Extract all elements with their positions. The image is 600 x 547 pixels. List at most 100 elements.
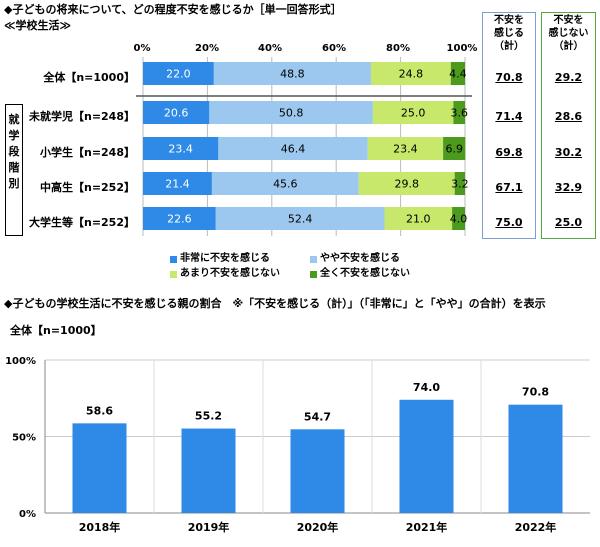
data-label: 55.2 xyxy=(195,410,222,423)
data-label: 23.4 xyxy=(168,143,193,156)
bar-segment xyxy=(143,207,216,230)
x-tick: 40% xyxy=(258,43,282,54)
legend-label: 非常に不安を感じる xyxy=(180,253,270,264)
x-tick: 20% xyxy=(195,43,219,54)
anxious-total-value: 75.0 xyxy=(495,216,523,229)
data-label: 3.6 xyxy=(450,107,468,120)
data-label: 48.8 xyxy=(280,68,305,81)
not-anxious-total-header-3: （計） xyxy=(553,41,584,52)
chart2-subtitle: 全体【n=1000】 xyxy=(10,324,102,337)
bar-segment xyxy=(215,207,385,230)
x-tick: 2019年 xyxy=(188,520,230,534)
legend-label: やや不安を感じる xyxy=(320,253,400,264)
bar-segment xyxy=(453,101,465,124)
data-label: 22.6 xyxy=(167,213,192,226)
bar-segment xyxy=(370,62,451,85)
data-label: 46.4 xyxy=(281,143,306,156)
row-label-elementary: 小学生【n=248】 xyxy=(39,146,135,159)
legend-label: あまり不安を感じない xyxy=(180,268,280,279)
data-label: 4.4 xyxy=(449,68,467,81)
legend-swatch xyxy=(170,271,177,278)
bar xyxy=(508,404,563,513)
y-tick: 100% xyxy=(5,356,36,367)
data-label: 45.6 xyxy=(273,178,298,191)
data-label: 74.0 xyxy=(413,381,440,394)
not-anxious-total-column xyxy=(541,12,596,239)
bar-segment xyxy=(143,137,219,160)
data-label: 21.0 xyxy=(406,213,431,226)
x-tick: 2022年 xyxy=(515,520,557,534)
anxious-total-value: 69.8 xyxy=(495,146,523,159)
data-label: 24.8 xyxy=(399,68,424,81)
bar-segment xyxy=(358,172,455,195)
data-label: 70.8 xyxy=(522,386,549,399)
yearly-bar-chart: 0% 50% 100% 58.6 2018年 55.2 2019年 54.7 2020年 74.… xyxy=(5,356,590,534)
x-tick: 2021年 xyxy=(406,520,448,534)
data-label: 50.8 xyxy=(279,107,304,120)
data-label: 58.6 xyxy=(86,404,113,417)
data-label: 20.6 xyxy=(164,107,189,120)
not-anxious-total-header-2: 感じない xyxy=(548,28,589,39)
bar xyxy=(72,423,127,513)
anxious-total-column xyxy=(482,12,536,239)
bar-segment xyxy=(143,172,212,195)
data-label: 3.2 xyxy=(451,178,469,191)
x-tick: 60% xyxy=(322,43,346,54)
anxious-total-header-3: （計） xyxy=(494,41,524,52)
school-stage-label: 就学段階別 xyxy=(8,113,20,190)
x-tick: 80% xyxy=(386,43,410,54)
bar-segment xyxy=(209,101,373,124)
x-tick: 0% xyxy=(133,43,151,54)
row-label-all: 全体【n=1000】 xyxy=(43,71,135,84)
bar-segment xyxy=(143,62,214,85)
row-label-preschool: 未就学児【n=248】 xyxy=(28,110,135,123)
data-label: 23.4 xyxy=(393,143,418,156)
data-label: 22.0 xyxy=(166,68,191,81)
not-anxious-total-value: 30.2 xyxy=(554,146,583,159)
not-anxious-total-value: 32.9 xyxy=(554,181,583,194)
anxious-total-value: 67.1 xyxy=(495,181,523,194)
bar-segment xyxy=(372,101,454,124)
bar-segment xyxy=(384,207,453,230)
bar-segment xyxy=(213,62,371,85)
bar-segment xyxy=(143,101,210,124)
bar-segment xyxy=(454,172,465,195)
data-label: 6.9 xyxy=(445,143,463,156)
y-tick: 50% xyxy=(12,433,36,444)
not-anxious-total-value: 29.2 xyxy=(554,71,583,84)
chart1-title: ◆子どもの将来について、どの程度不安を感じるか［単一回答形式］ xyxy=(4,3,342,16)
legend-swatch xyxy=(170,256,177,263)
data-label: 25.0 xyxy=(401,107,426,120)
not-anxious-total-value: 28.6 xyxy=(554,110,583,123)
stacked-bar-chart: 22.0 48.8 24.8 4.4 20.6 50.8 25.0 3.6 23.4 46.4 23… xyxy=(136,57,472,236)
x-tick: 2018年 xyxy=(79,520,121,534)
anxious-total-header-1: 不安を xyxy=(494,15,524,26)
bar-segment xyxy=(211,172,359,195)
anxious-total-value: 70.8 xyxy=(495,71,523,84)
bar-segment xyxy=(452,207,465,230)
bar-segment xyxy=(218,137,368,160)
data-label: 54.7 xyxy=(304,410,331,423)
bar-segment xyxy=(450,62,465,85)
x-tick: 100% xyxy=(446,43,478,54)
legend-swatch xyxy=(310,256,317,263)
data-label: 4.0 xyxy=(450,213,468,226)
legend-swatch xyxy=(310,271,317,278)
bar-segment xyxy=(367,137,444,160)
bar xyxy=(399,399,454,513)
bar-segment xyxy=(443,137,466,160)
chart1-subtitle: ≪学校生活≫ xyxy=(4,19,72,32)
data-label: 29.8 xyxy=(394,178,419,191)
y-tick: 0% xyxy=(19,509,36,520)
anxious-total-value: 71.4 xyxy=(495,110,523,123)
not-anxious-total-header-1: 不安を xyxy=(553,15,584,26)
bar xyxy=(181,428,236,513)
data-label: 21.4 xyxy=(165,178,190,191)
anxious-total-header-2: 感じる xyxy=(494,28,524,39)
not-anxious-total-value: 25.0 xyxy=(554,216,583,229)
data-label: 52.4 xyxy=(288,213,313,226)
row-label-secondary: 中高生【n=252】 xyxy=(39,181,135,194)
row-label-university: 大学生等【n=252】 xyxy=(28,216,135,229)
bar xyxy=(290,429,345,513)
chart2-title: ◆子どもの学校生活に不安を感じる親の割合 ※「不安を感じる（計）」（「非常に」と… xyxy=(4,297,546,310)
